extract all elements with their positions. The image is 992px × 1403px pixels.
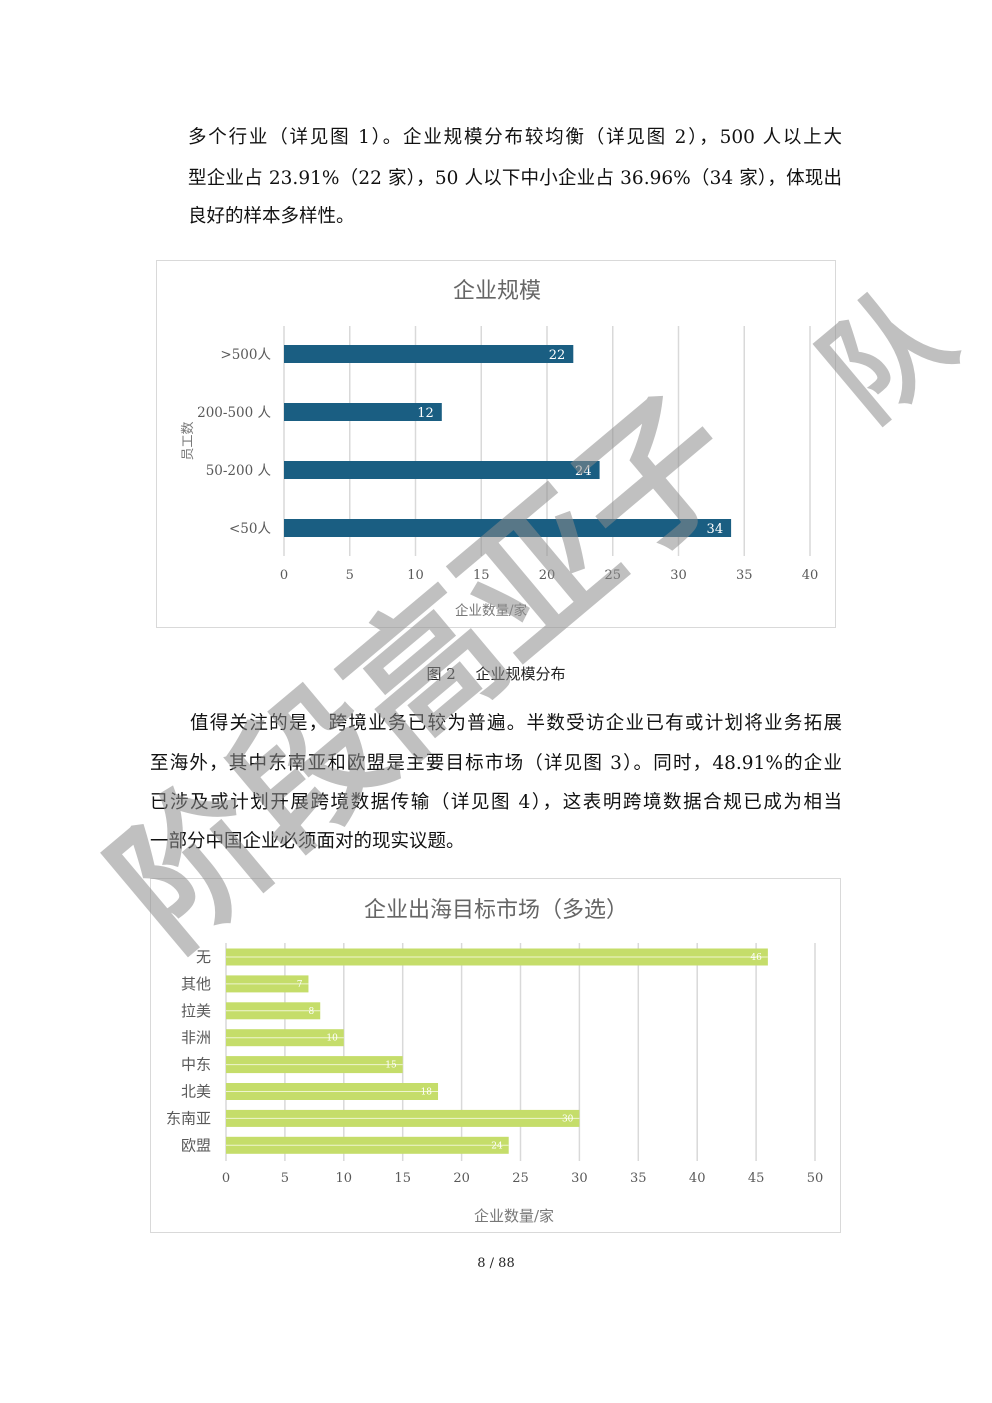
data-label: 24 (491, 1141, 503, 1151)
x-tick-label: 5 (346, 568, 354, 583)
x-tick-label: 35 (630, 1171, 647, 1186)
paragraph1-line: 型企业占 23.91%（22 家），50 人以下中小企业占 36.96%（34 … (188, 168, 842, 189)
x-tick-label: 30 (571, 1171, 588, 1186)
x-tick-label: 0 (222, 1171, 230, 1186)
chart-title: 企业规模 (453, 279, 541, 304)
chart-target-markets: 企业出海目标市场（多选） 0 5 10 15 20 25 30 35 40 45 50 无 46 其他 7 拉美… (150, 878, 841, 1233)
data-label: 8 (309, 1007, 315, 1017)
x-tick-label: 25 (512, 1171, 529, 1186)
category-label: 非洲 (181, 1029, 211, 1047)
data-label: 30 (562, 1114, 574, 1124)
paragraph1-line: 多个行业（详见图 1）。企业规模分布较均衡（详见图 2），500 人以上大 (188, 127, 842, 148)
y-axis-title: 员工数 (181, 421, 196, 460)
chart-company-size: 企业规模 0 5 10 15 20 25 30 35 40 >500人 22 200-500 人 12 50… (156, 260, 836, 628)
x-tick-label: 20 (539, 568, 556, 583)
x-tick-label: 15 (394, 1171, 411, 1186)
x-tick-label: 10 (336, 1171, 353, 1186)
x-tick-label: 40 (689, 1171, 706, 1186)
data-label: 34 (707, 522, 724, 537)
x-tick-label: 25 (604, 568, 621, 583)
data-label: 10 (326, 1034, 338, 1044)
category-label: >500人 (220, 347, 271, 363)
chart-company-size-svg: 企业规模 0 5 10 15 20 25 30 35 40 >500人 22 200-500 人 12 50… (181, 279, 819, 619)
chart-target-markets-svg: 企业出海目标市场（多选） 0 5 10 15 20 25 30 35 40 45 50 无 46 其他 7 拉美… (166, 898, 824, 1225)
paragraph2-line: 一部分中国企业必须面对的现实议题。 (150, 831, 465, 852)
chart-title: 企业出海目标市场（多选） (364, 898, 628, 923)
bar->500人 (284, 345, 574, 363)
category-label: 其他 (181, 975, 211, 993)
data-label: 22 (549, 348, 566, 363)
data-label: 15 (385, 1061, 397, 1071)
x-tick-label: 45 (748, 1171, 765, 1186)
category-label: <50人 (229, 521, 271, 537)
data-label: 18 (421, 1088, 433, 1098)
page-number: 8 / 88 (477, 1256, 515, 1271)
x-tick-label: 40 (802, 568, 819, 583)
x-tick-label: 5 (281, 1171, 289, 1186)
bar-50-200 人 (284, 461, 600, 479)
data-label: 12 (417, 406, 434, 421)
x-tick-label: 15 (473, 568, 490, 583)
category-label: 欧盟 (181, 1136, 211, 1154)
x-tick-label: 30 (670, 568, 687, 583)
figure-caption: 图 2 企业规模分布 (426, 665, 566, 683)
data-label: 46 (750, 953, 762, 963)
category-label: 东南亚 (166, 1109, 211, 1127)
category-label: 中东 (181, 1056, 211, 1074)
paragraph2-line: 至海外，其中东南亚和欧盟是主要目标市场（详见图 3）。同时，48.91%的企业 (150, 753, 842, 774)
data-label: 7 (297, 980, 303, 990)
category-label: 200-500 人 (197, 405, 271, 421)
category-label: 50-200 人 (206, 463, 272, 479)
paragraph1-line: 良好的样本多样性。 (188, 206, 355, 227)
bar-200-500 人 (284, 403, 442, 421)
x-tick-label: 50 (807, 1171, 824, 1186)
data-label: 24 (575, 464, 592, 479)
x-axis-title: 企业数量/家 (455, 602, 528, 619)
x-tick-label: 0 (280, 568, 288, 583)
paragraph2-line: 值得关注的是，跨境业务已较为普遍。半数受访企业已有或计划将业务拓展 (190, 713, 842, 734)
category-label: 无 (196, 948, 211, 966)
x-axis-title: 企业数量/家 (474, 1207, 554, 1225)
bar-<50人 (284, 519, 732, 537)
category-label: 拉美 (181, 1002, 211, 1020)
x-tick-label: 35 (736, 568, 753, 583)
x-tick-label: 10 (407, 568, 424, 583)
category-label: 北美 (181, 1083, 211, 1101)
paragraph2-line: 已涉及或计划开展跨境数据传输（详见图 4），这表明跨境数据合规已成为相当 (150, 792, 842, 813)
x-tick-label: 20 (453, 1171, 470, 1186)
